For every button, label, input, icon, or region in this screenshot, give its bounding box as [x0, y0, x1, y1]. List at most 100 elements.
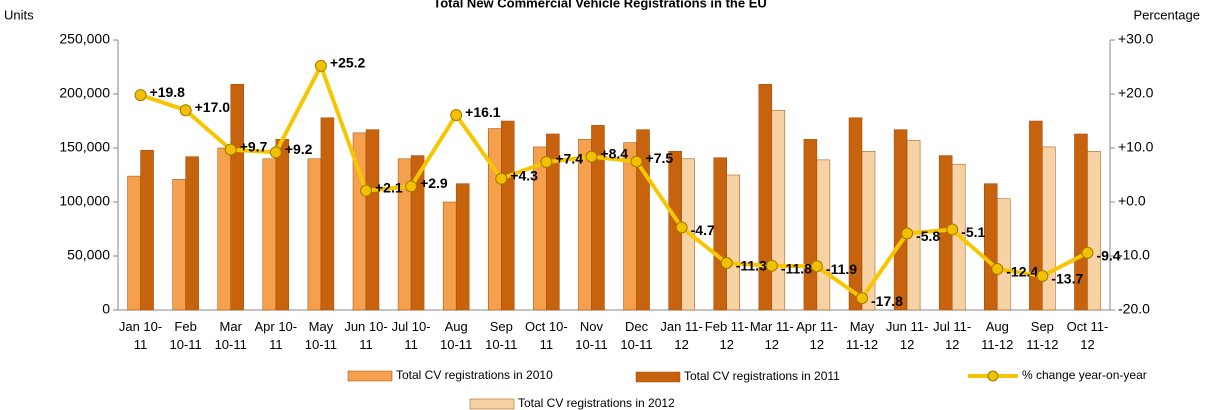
bar [997, 198, 1011, 311]
bar [455, 183, 470, 311]
y-tick-label: 150,000 [59, 139, 110, 155]
bar [140, 149, 154, 311]
bar [726, 174, 740, 311]
x-tick-label: Apr 10-11 [254, 319, 298, 352]
data-label: -13.7 [1051, 271, 1083, 287]
data-label: -12.4 [1006, 264, 1038, 280]
y-tick-label: 100,000 [59, 193, 110, 209]
y-tick-label: 0 [102, 301, 110, 317]
bar [758, 84, 773, 311]
data-label: -17.8 [871, 293, 903, 309]
legend-swatch [635, 371, 681, 383]
data-label: +2.9 [420, 175, 448, 191]
bar [848, 117, 863, 311]
data-label: -11.3 [736, 258, 767, 274]
x-tick-label: Dec 10-11 [620, 319, 653, 352]
line-marker [991, 262, 1004, 275]
x-tick-label: Jun 10-11 [344, 319, 388, 352]
x-tick-label: Jun 11-12 [885, 319, 929, 352]
bar [861, 150, 876, 311]
data-label: +16.1 [465, 104, 501, 120]
y-tick-label: 200,000 [59, 85, 110, 101]
legend-label: Total CV registrations in 2011 [684, 369, 840, 383]
line-marker [1036, 269, 1049, 282]
x-tick-label: Oct 10-11 [525, 319, 568, 352]
bar [501, 120, 515, 311]
line-marker [1081, 246, 1094, 259]
line-marker [585, 150, 598, 163]
x-tick-label: May 10-11 [304, 319, 338, 352]
y-axis-label: Units [4, 7, 34, 22]
line-marker [630, 155, 643, 168]
bar [307, 158, 322, 311]
line-marker [810, 260, 823, 273]
bar [230, 84, 244, 311]
line-marker [675, 221, 688, 234]
bar [185, 156, 199, 311]
bar [410, 155, 425, 311]
line-marker [314, 59, 327, 72]
x-tick-label: Sep 11-12 [1026, 319, 1059, 352]
bar [984, 183, 998, 311]
bar [320, 117, 335, 311]
line-marker [540, 156, 553, 169]
data-label: +8.4 [600, 145, 628, 161]
bar [906, 140, 921, 311]
y2-tick-label: +20.0 [1118, 85, 1154, 101]
x-tick-label: May 11-12 [845, 319, 879, 352]
data-label: -5.1 [961, 224, 985, 240]
bar [623, 142, 637, 311]
chart-title: Total New Commercial Vehicle Registratio… [433, 0, 767, 10]
line-marker [765, 259, 778, 272]
bar [127, 175, 141, 311]
line-marker [269, 146, 282, 159]
x-tick-label: Jan 10-11 [118, 319, 163, 352]
y2-axis-label: Percentage [1134, 7, 1201, 22]
legend-swatch [347, 370, 393, 382]
x-tick-label: Feb 11-12 [704, 319, 749, 352]
line-marker [360, 184, 372, 197]
x-tick-label: Oct 11-12 [1066, 319, 1109, 352]
bar [771, 109, 786, 311]
bar [262, 158, 277, 311]
y2-tick-label: -20.0 [1118, 301, 1150, 317]
line-marker [901, 227, 914, 240]
legend-label: % change year-on-year [1022, 368, 1147, 382]
y-tick-label: 50,000 [67, 247, 110, 263]
bar [217, 147, 231, 311]
x-tick-label: Jul 11-12 [933, 319, 972, 352]
line-marker [179, 104, 192, 117]
bar [546, 133, 560, 311]
data-label: +17.0 [195, 99, 231, 115]
legend-label: Total CV registrations in 2012 [518, 396, 675, 410]
data-label: -4.7 [691, 222, 715, 238]
x-tick-label: Aug 11-12 [981, 319, 1014, 352]
bar [713, 157, 727, 311]
x-tick-label: Jul 10-11 [391, 319, 431, 352]
y-tick-label: 250,000 [59, 31, 110, 47]
line-marker [856, 292, 868, 305]
bar [816, 159, 831, 311]
data-label: +7.4 [555, 151, 583, 167]
x-tick-label: Mar 11-12 [749, 319, 794, 352]
y2-tick-label: -10.0 [1118, 247, 1150, 263]
data-label: +9.2 [285, 141, 313, 157]
x-tick-label: Feb 10-11 [169, 319, 202, 352]
data-label: -5.8 [916, 228, 940, 244]
bar [1087, 150, 1101, 311]
line-marker [405, 180, 418, 193]
x-tick-label: Apr 11-12 [796, 319, 838, 352]
line-marker [495, 172, 508, 185]
data-label: +9.7 [240, 138, 268, 154]
bar [275, 139, 290, 311]
data-label: -11.8 [781, 260, 812, 276]
line-marker [134, 89, 147, 102]
y2-tick-label: +30.0 [1118, 31, 1154, 47]
bar [591, 125, 605, 311]
x-tick-label: Mar 10-11 [214, 319, 247, 352]
data-label: +25.2 [330, 55, 366, 71]
data-label: -9.4 [1096, 247, 1120, 263]
line [139, 60, 1089, 301]
